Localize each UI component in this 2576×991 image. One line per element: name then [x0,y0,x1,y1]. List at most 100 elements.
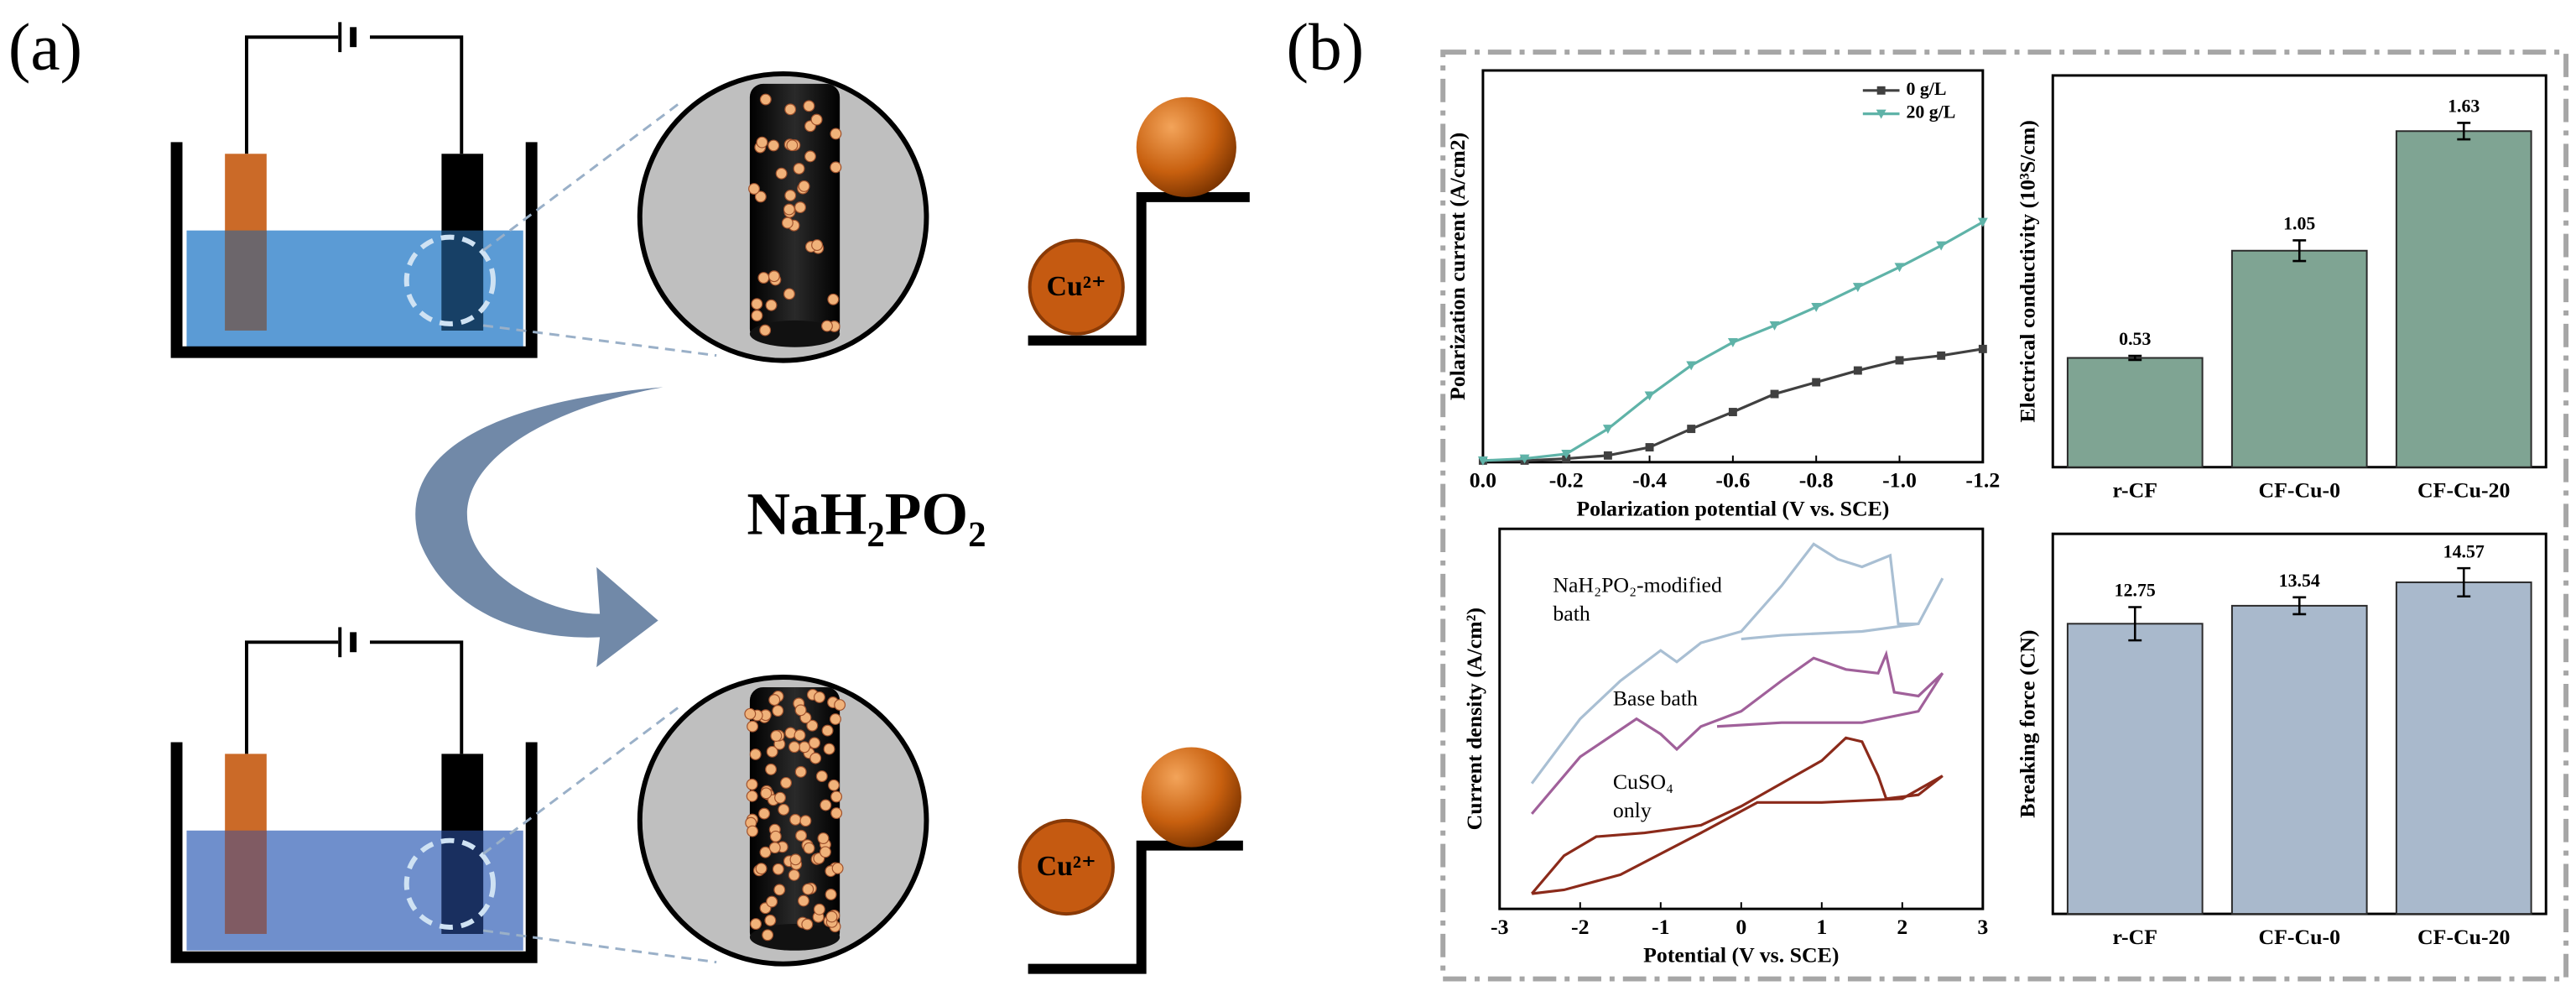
copper-particle [825,910,838,923]
bar [2395,130,2532,468]
copper-particle [806,719,819,732]
y-axis-label: Breaking force (CN) [2015,630,2039,818]
marker [1978,344,1987,353]
copper-particle [795,829,808,842]
x-axis-label: Polarization potential (V vs. SCE) [1576,496,1889,520]
copper-particle [794,704,807,717]
marker [1687,425,1696,434]
copper-particle [831,862,844,874]
copper-particle [764,914,777,926]
copper-particle [794,201,806,214]
copper-particle [744,707,757,720]
copper-particle [811,239,824,252]
copper-particle [788,868,800,881]
step-icon-bottom: Cu²⁺ [1017,747,1243,974]
x-tick-label: 0.0 [1470,468,1496,493]
copper-particle [783,288,795,300]
copper-particle [768,842,781,854]
ion-label: Cu²⁺ [1047,271,1106,302]
x-tick-label: CF-Cu-20 [2417,477,2510,502]
bar [2395,581,2532,915]
plot-frame [1481,69,1985,464]
copper-particle [759,324,772,336]
copper-particle [803,100,815,112]
copper-particle [772,705,784,717]
copper-particle [789,853,802,866]
annotation: Base bath [1613,686,1698,711]
x-tick-label: 3 [1977,915,1988,939]
copper-particle [772,863,784,875]
copper-particle [798,895,809,907]
marker [1937,351,1946,360]
copper-particle [827,293,840,305]
copper-particle [759,93,772,106]
copper-particle [766,895,778,908]
y-axis-label: Electrical conductivity (10³S/cm) [2015,120,2039,422]
x-tick-label: 2 [1897,915,1907,939]
marker [1645,443,1654,451]
x-tick-label: r-CF [2113,477,2158,502]
copper-particle [786,139,799,152]
copper-particle [794,729,806,742]
legend-marker [1876,109,1886,119]
copper-particle [746,790,758,802]
copper-particle [799,741,810,754]
copper-particle [778,803,790,816]
x-tick-label: -1.0 [1882,468,1917,493]
copper-particle [746,778,758,790]
value-label: 1.05 [2283,214,2315,234]
copper-particle [809,737,820,749]
copper-particle [823,743,835,755]
copper-particle [775,167,788,180]
legend-label: 0 g/L [1906,79,1946,99]
panel-label: (a) [8,10,82,84]
y-axis-label: Current density (A/cm²) [1462,608,1486,830]
copper-particle [758,807,771,820]
copper-particle [759,846,772,858]
series-line [1530,736,1944,895]
legend-label: 20 g/L [1906,102,1955,123]
marker [1602,425,1613,435]
y-axis-label: Polarization current (A/cm2) [1445,133,1470,400]
copper-particle [768,139,780,152]
marker [1895,356,1904,365]
x-tick-label: -0.8 [1799,468,1834,493]
copper-particle [820,799,832,811]
bar [2066,623,2204,915]
marker [1852,283,1863,293]
legend-marker [1876,86,1886,95]
value-label: 12.75 [2115,581,2156,601]
copper-particle [803,842,815,854]
copper-particle [799,815,812,827]
copper-particle [784,190,797,201]
copper-particle [802,883,814,895]
marker [1853,366,1862,375]
series-line [1482,347,1984,462]
copper-particle [817,832,830,844]
copper-particle [766,745,778,758]
copper-particle [813,691,825,703]
copper-particle [781,216,794,229]
value-label: 13.54 [2279,571,2320,591]
curved-arrow [415,387,664,668]
x-tick-label: r-CF [2113,925,2158,949]
reagent-label: NaH₂PO₂ [747,482,986,548]
copper-particle [829,713,841,725]
copper-particle [768,694,781,707]
value-label: 1.63 [2448,96,2480,117]
copper-particle [813,903,825,915]
x-tick-label: -3 [1491,915,1509,939]
step-icon-top: Cu²⁺ [1028,96,1250,346]
marker [1977,217,1988,227]
copper-particle [830,128,842,140]
series-line [1530,649,1944,815]
copper-particle [819,846,831,858]
copper-particle [830,790,843,803]
marker [1561,450,1572,459]
copper-particle [788,741,800,754]
x-tick-label: 1 [1816,915,1827,939]
x-tick-label: -2 [1571,915,1590,939]
value-label: 0.53 [2119,329,2151,349]
copper-particle [830,807,843,820]
bar [2230,249,2368,468]
